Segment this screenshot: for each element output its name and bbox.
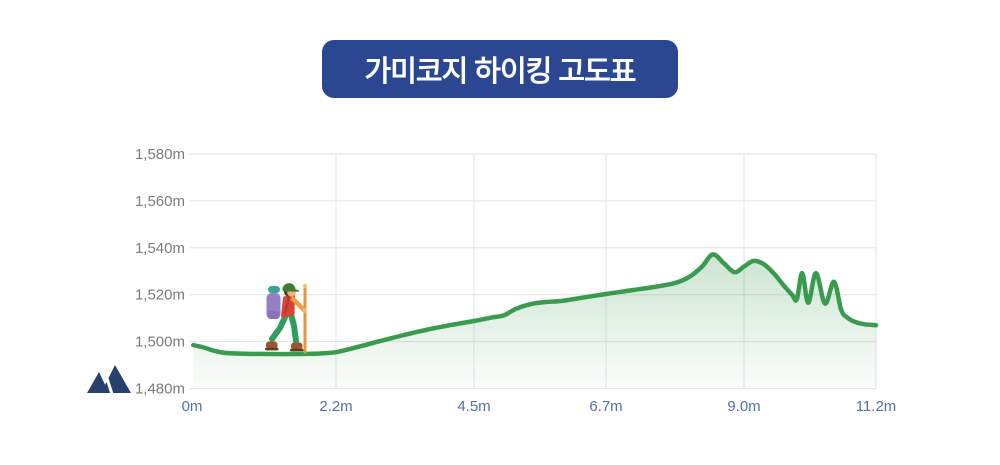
y-tick-label: 1,520m [135,287,185,304]
backpack-pocket [267,311,280,319]
hiker-arm [290,296,307,313]
elevation-line [190,252,879,357]
x-axis-labels: 0m 2.2m 4.5m 6.7m 9.0m 11.2m [182,398,897,415]
elevation-area [193,254,876,389]
mountain-snow-slash [102,368,114,395]
backpack-strap [283,295,291,315]
chart-title-banner: 가미코지 하이킹 고도표 [322,40,678,98]
y-tick-label: 1,500m [135,334,185,351]
x-tick-label: 6.7m [589,398,622,415]
y-tick-label: 1,580m [135,146,185,163]
x-tick-label: 0m [182,398,203,415]
hiking-pole-grip [302,283,308,289]
hiker-front-leg [288,311,299,344]
hiker-illustration [265,283,308,354]
elevation-area-fill [193,254,876,389]
hiker-hand [302,308,307,313]
y-tick-label: 1,540m [135,240,185,257]
x-tick-label: 11.2m [856,398,897,415]
hiker-back-boot [266,341,278,349]
x-tick-label: 9.0m [727,398,760,415]
hiker-front-boot-sole [290,348,304,352]
mountain-icon [87,365,131,395]
sleeping-bag-roll [268,286,280,293]
y-tick-label: 1,480m [135,381,185,398]
y-tick-label: 1,560m [135,193,185,210]
hiker-back-boot-sole [265,347,279,351]
elevation-line-path [190,252,879,357]
x-tick-label: 4.5m [457,398,490,415]
mountain-small-peak [87,372,109,393]
hiker-back-leg [269,312,289,342]
hiker-front-boot [291,342,303,350]
chart-title: 가미코지 하이킹 고도표 [364,56,637,88]
y-axis-labels: 1,480m 1,500m 1,520m 1,540m 1,560m 1,580m [135,146,185,398]
x-tick-label: 2.2m [319,398,352,415]
hiker-cap [282,283,300,292]
